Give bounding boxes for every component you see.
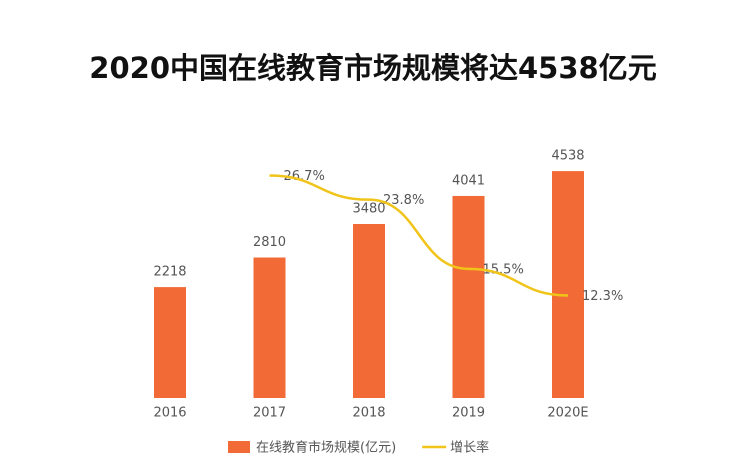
bar	[452, 195, 485, 398]
line	[269, 174, 569, 297]
x-tick-label: 2018	[352, 406, 385, 421]
line-label: 23.8%	[383, 193, 424, 208]
legend-swatch	[228, 441, 250, 453]
x-tick-label: 2020E	[547, 406, 588, 421]
legend-label: 在线教育市场规模(亿元)	[256, 440, 396, 456]
value-label: 2810	[253, 235, 286, 250]
line-label: 12.3%	[582, 289, 623, 304]
value-label: 2218	[153, 265, 186, 280]
legend-label: 增长率	[450, 440, 489, 456]
line-label: 15.5%	[483, 262, 524, 277]
x-tick-label: 2017	[253, 406, 286, 421]
line-label: 26.7%	[284, 169, 325, 184]
bar	[353, 224, 385, 398]
value-label: 3480	[352, 202, 385, 217]
bar	[154, 287, 186, 398]
value-label: 4538	[551, 149, 584, 164]
chart-title: 2020中国在线教育市场规模将达4538亿元	[89, 51, 656, 85]
bar	[253, 257, 286, 398]
bar	[552, 171, 584, 398]
x-tick-label: 2019	[452, 406, 485, 421]
value-label: 4041	[452, 173, 485, 188]
x-tick-label: 2016	[153, 406, 186, 421]
